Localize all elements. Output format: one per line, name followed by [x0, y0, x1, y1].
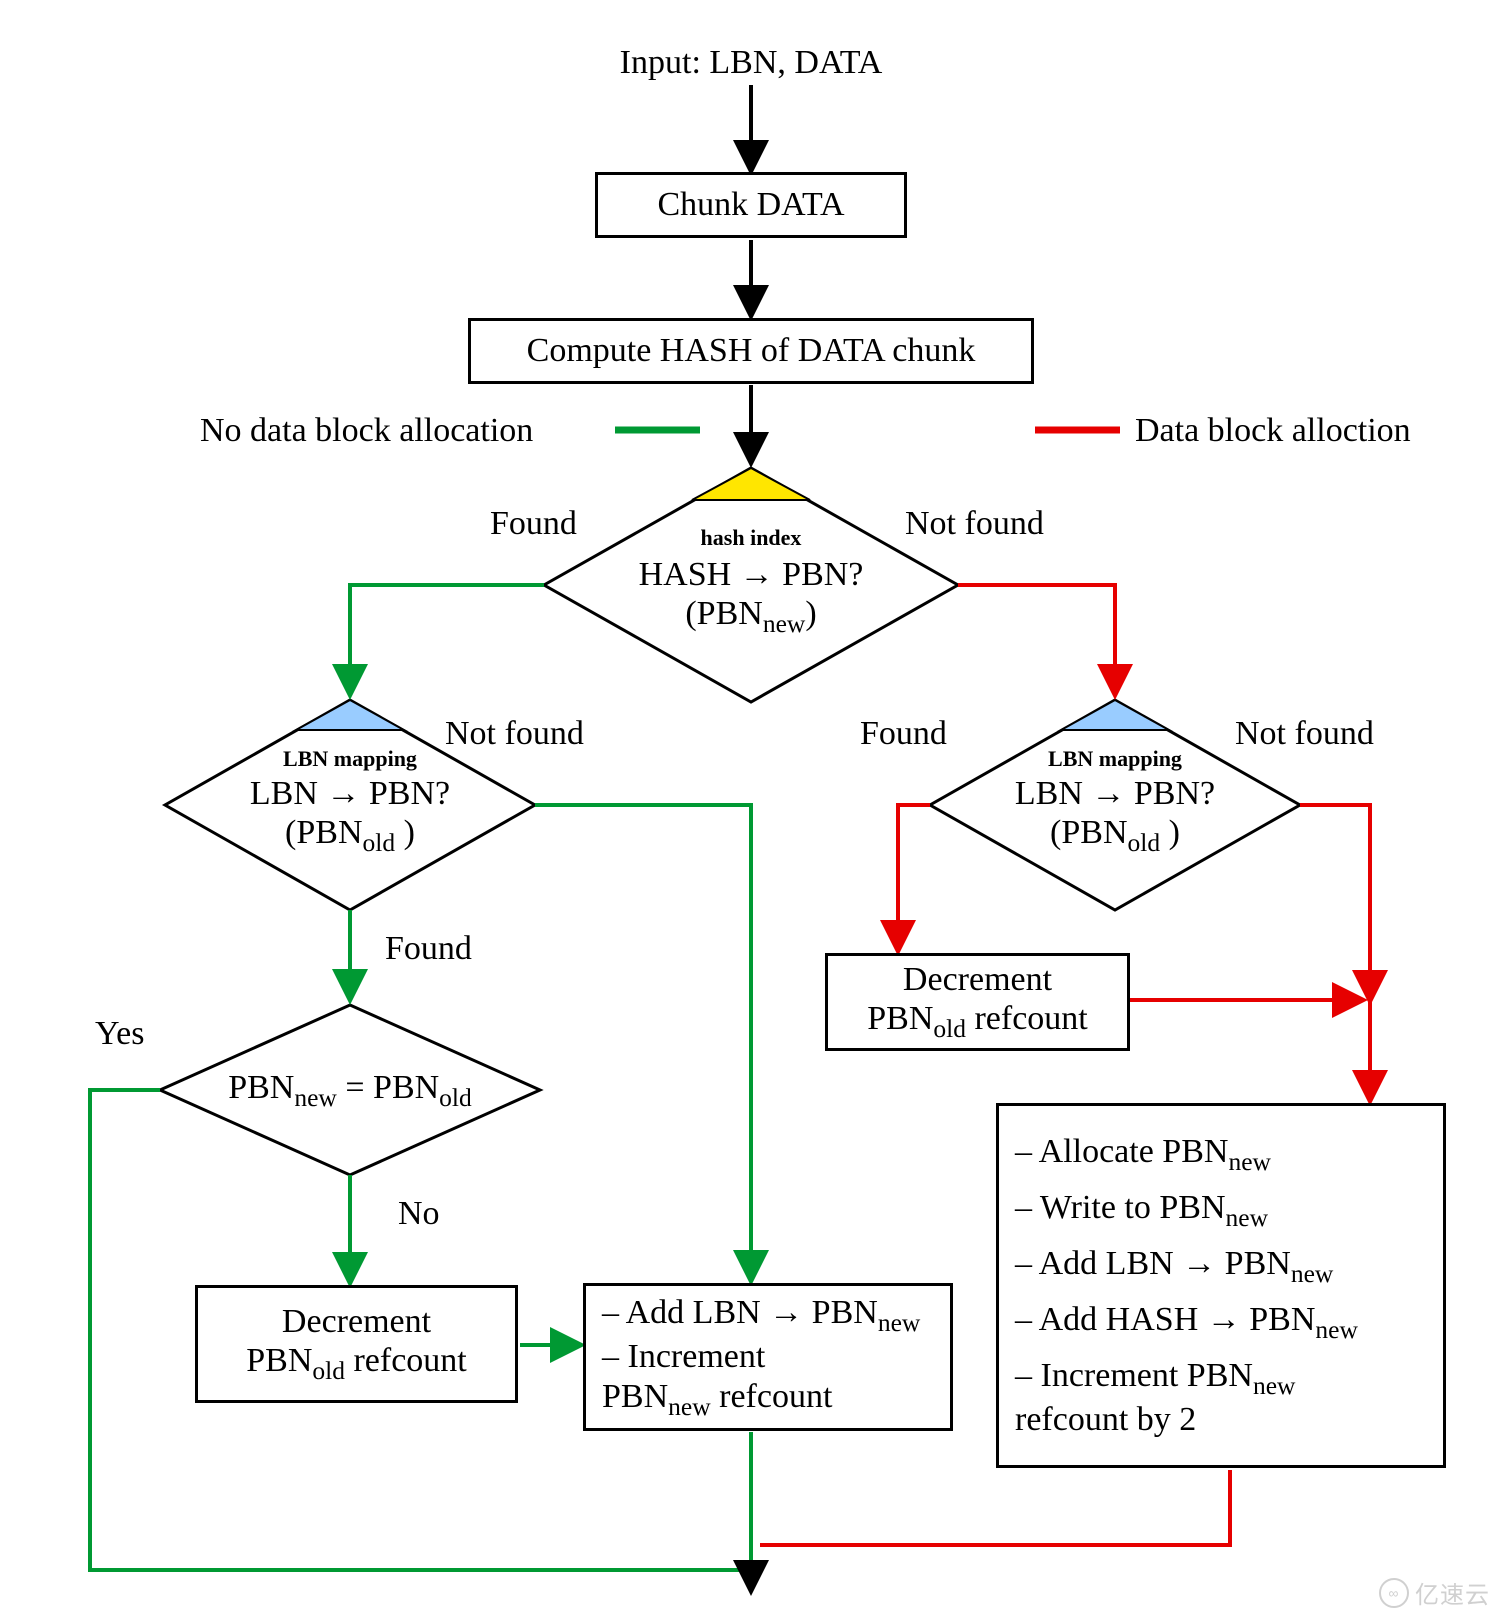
lbl-d2r-notfound: Not found — [1235, 715, 1374, 753]
watermark-text: 亿速云 — [1415, 1575, 1490, 1610]
hash-text: Compute HASH of DATA chunk — [527, 331, 976, 370]
dec-l-l1: Decrement — [282, 1302, 431, 1341]
d2l-banner: LBN mapping — [283, 747, 417, 770]
addref-item-1: – Increment — [602, 1337, 765, 1376]
lbl-d3-yes: Yes — [95, 1015, 144, 1053]
alloc-item-0: – Allocate PBNnew — [1015, 1132, 1271, 1176]
dec-r-l2: PBNold refcount — [867, 999, 1088, 1043]
addref-node: – Add LBN → PBNnew – Increment PBNnew re… — [583, 1283, 953, 1431]
d2r-line1: LBN → PBN? — [1015, 774, 1215, 813]
lbl-d1-found: Found — [490, 505, 577, 543]
lbl-d2l-notfound: Not found — [445, 715, 584, 753]
legend-left: No data block allocation — [200, 412, 533, 450]
alloc-node: – Allocate PBNnew – Write to PBNnew – Ad… — [996, 1103, 1446, 1468]
addref-item-0: – Add LBN → PBNnew — [602, 1293, 920, 1337]
watermark: ∞ 亿速云 — [1379, 1575, 1490, 1610]
d2r-banner: LBN mapping — [1048, 747, 1182, 770]
input-text: Input: LBN, DATA — [620, 43, 883, 82]
alloc-item-1: – Write to PBNnew — [1015, 1188, 1268, 1232]
lbl-d2r-found: Found — [860, 715, 947, 753]
dec-l-node: Decrement PBNold refcount — [195, 1285, 518, 1403]
alloc-item-2: – Add LBN → PBNnew — [1015, 1244, 1333, 1288]
chunk-text: Chunk DATA — [657, 185, 844, 224]
lbl-d3-no: No — [398, 1195, 440, 1233]
input-node: Input: LBN, DATA — [550, 40, 952, 85]
alloc-item-5: refcount by 2 — [1015, 1400, 1196, 1439]
dec-r-l1: Decrement — [903, 960, 1052, 999]
watermark-icon: ∞ — [1379, 1578, 1409, 1608]
dec-r-node: Decrement PBNold refcount — [825, 953, 1130, 1051]
d2r-line2: (PBNold ) — [1050, 813, 1180, 857]
alloc-item-4: – Increment PBNnew — [1015, 1356, 1295, 1400]
d1-line1: HASH → PBN? — [639, 555, 864, 594]
lbl-d1-notfound: Not found — [905, 505, 1044, 543]
d1-banner: hash index — [701, 526, 802, 549]
alloc-item-3: – Add HASH → PBNnew — [1015, 1300, 1358, 1344]
dec-l-l2: PBNold refcount — [246, 1341, 467, 1385]
flowchart-canvas: Input: LBN, DATA Chunk DATA Compute HASH… — [0, 0, 1502, 1620]
d1-node: hash index HASH → PBN? (PBNnew) — [600, 477, 902, 687]
legend-right: Data block alloction — [1135, 412, 1411, 450]
hash-node: Compute HASH of DATA chunk — [468, 318, 1034, 384]
d2l-line1: LBN → PBN? — [250, 774, 450, 813]
d1-line2: (PBNnew) — [685, 594, 816, 638]
chunk-node: Chunk DATA — [595, 172, 907, 238]
d2r-node: LBN mapping LBN → PBN? (PBNold ) — [975, 710, 1255, 900]
d3-node: PBNnew = PBNold — [190, 1060, 510, 1120]
lbl-d2l-found: Found — [385, 930, 472, 968]
d3-expr: PBNnew = PBNold — [228, 1068, 472, 1112]
d2l-line2: (PBNold ) — [285, 813, 415, 857]
addref-item-2: PBNnew refcount — [602, 1377, 832, 1421]
